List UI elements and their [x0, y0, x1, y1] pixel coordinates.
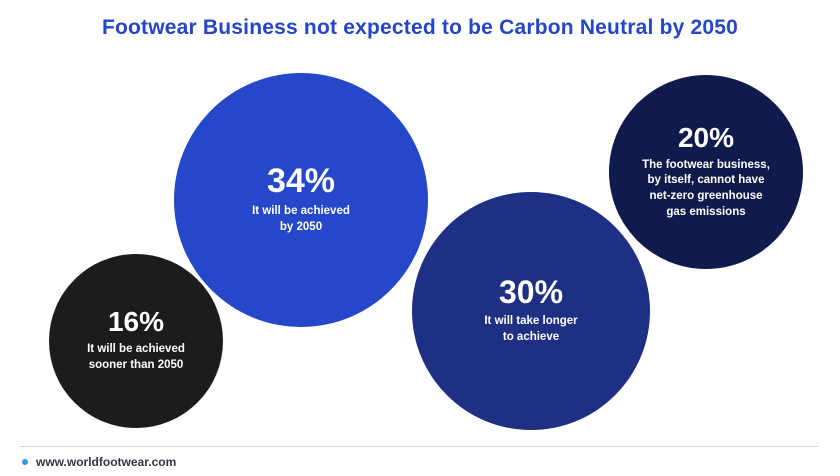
bubble-label: It will take longer to achieve	[484, 315, 578, 343]
bubble-34: 34% It will be achieved by 2050	[174, 73, 428, 327]
bubble-30: 30% It will take longer to achieve	[412, 192, 650, 430]
bubble-percent: 34%	[266, 162, 336, 201]
bubble-label: It will be achieved by 2050	[252, 205, 350, 233]
bubble-percent: 16%	[107, 306, 165, 338]
bubble-label: It will be achieved sooner than 2050	[87, 343, 185, 371]
bubble-20: 20% The footwear business, by itself, can…	[609, 75, 803, 269]
bullet-icon	[22, 459, 28, 465]
bubble-percent: 20%	[677, 121, 735, 153]
bubble-label: The footwear business, by itself, cannot…	[642, 158, 770, 218]
footer-divider	[20, 446, 818, 447]
bubble-16: 16% It will be achieved sooner than 2050	[49, 254, 223, 428]
source-link[interactable]: www.worldfootwear.com	[36, 455, 177, 469]
bubble-percent: 30%	[498, 274, 564, 311]
footer: www.worldfootwear.com	[22, 455, 176, 469]
chart-title: Footwear Business not expected to be Car…	[101, 16, 739, 39]
